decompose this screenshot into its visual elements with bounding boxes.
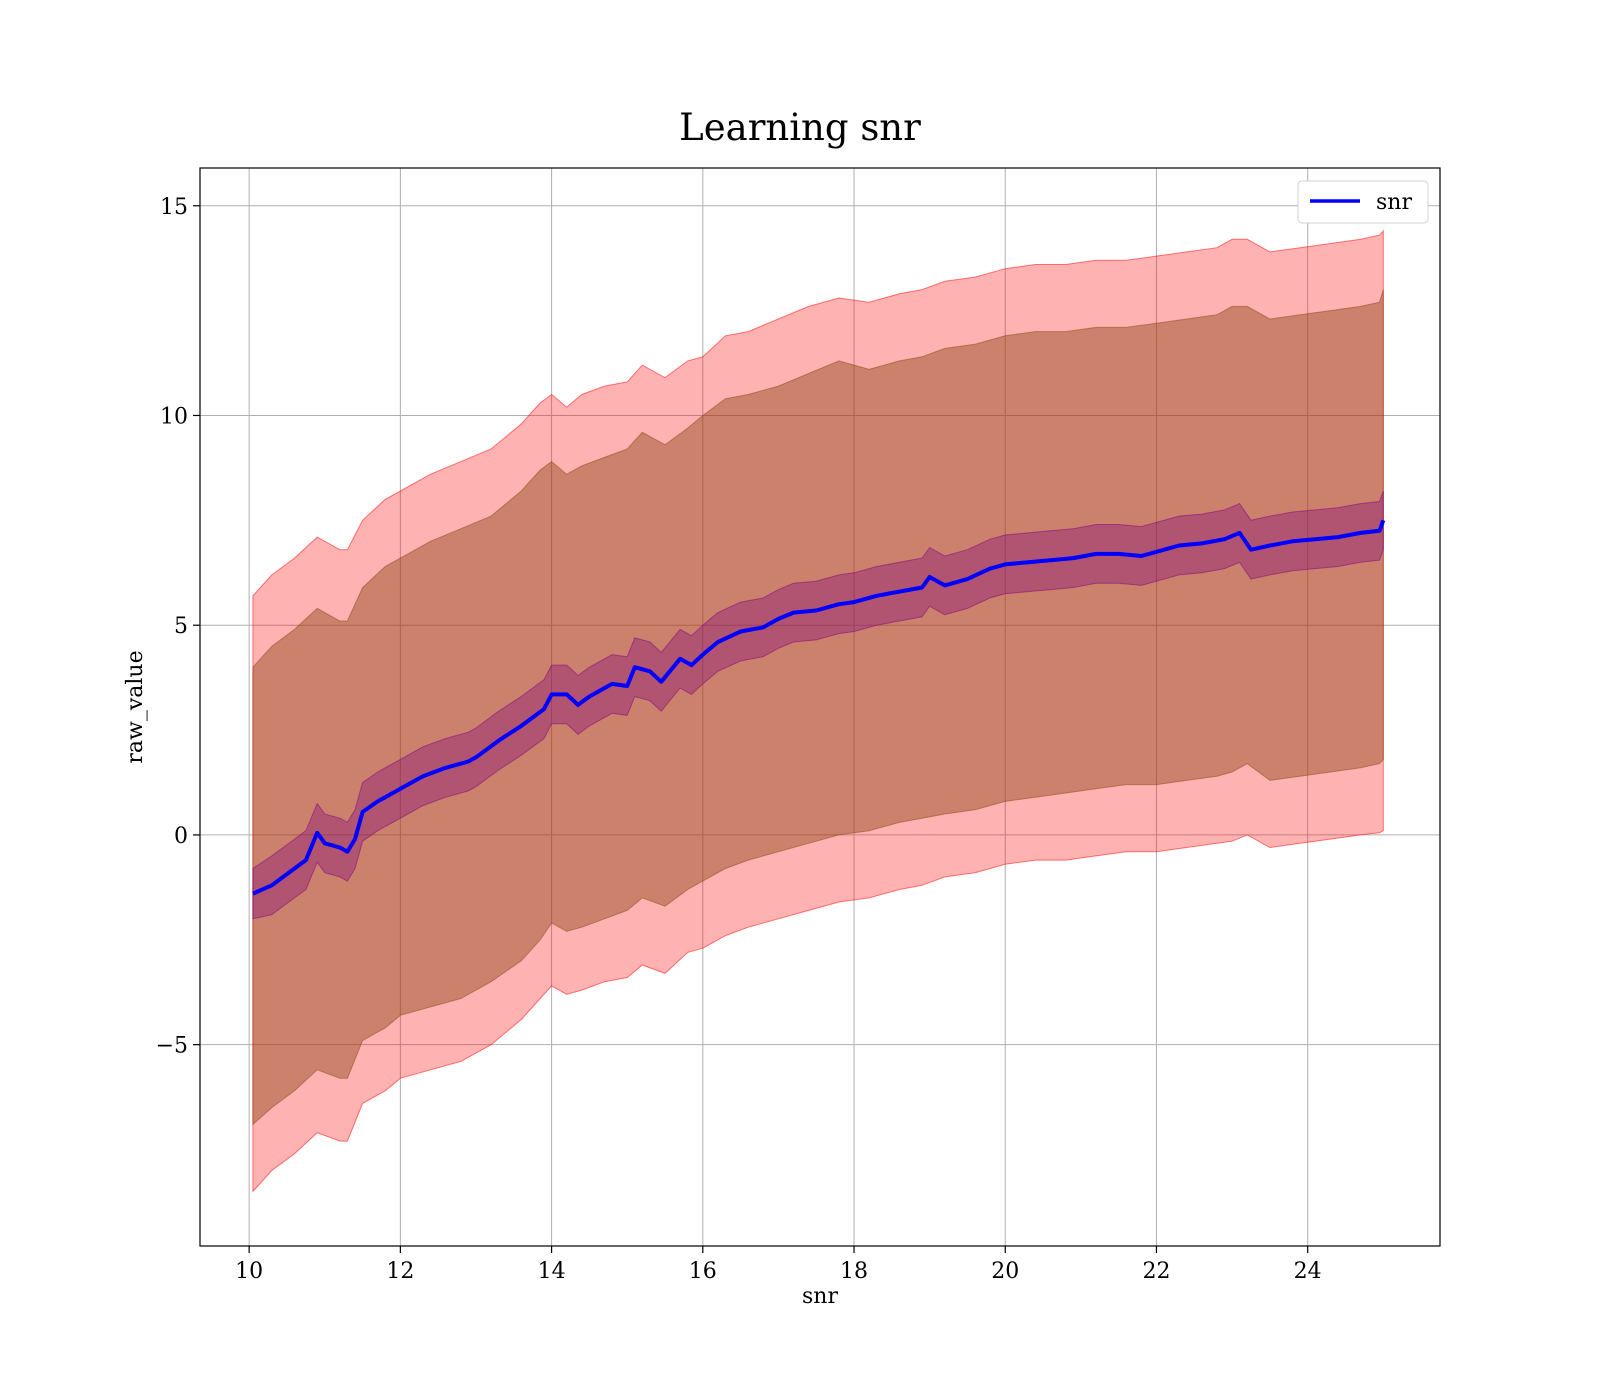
legend-box (1297, 180, 1429, 224)
x-tick-label: 24 (1294, 1259, 1322, 1284)
x-tick-label: 14 (538, 1259, 566, 1284)
legend-label-snr: snr (1376, 190, 1412, 215)
inner-band (252, 490, 1384, 920)
y-tick-label: 10 (160, 404, 188, 429)
y-axis-ticks: −5 0 5 10 15 (156, 195, 200, 1059)
outer-band (252, 229, 1384, 1193)
middle-band (252, 289, 1384, 1126)
x-tick-label: 16 (689, 1259, 717, 1284)
y-tick-label: 15 (160, 195, 188, 220)
confidence-bands (252, 229, 1384, 1193)
legend: snr (1297, 180, 1429, 224)
x-axis-label: snr (802, 1284, 838, 1309)
grid-lines (200, 168, 1440, 1246)
y-tick-label: 0 (174, 824, 188, 849)
chart-title: Learning snr (679, 106, 921, 149)
series-lines (252, 519, 1386, 896)
x-tick-label: 20 (991, 1259, 1019, 1284)
series-line-snr (252, 519, 1386, 896)
plot-frame (199, 167, 1441, 1247)
y-axis-label: raw_value (123, 650, 148, 763)
x-tick-label: 22 (1142, 1259, 1170, 1284)
x-tick-label: 12 (386, 1259, 414, 1284)
y-tick-label: −5 (156, 1034, 188, 1059)
y-tick-label: 5 (174, 614, 188, 639)
x-tick-label: 10 (235, 1259, 263, 1284)
x-tick-label: 18 (840, 1259, 868, 1284)
x-axis-ticks: 10 12 14 16 18 20 22 24 (235, 1246, 1322, 1284)
